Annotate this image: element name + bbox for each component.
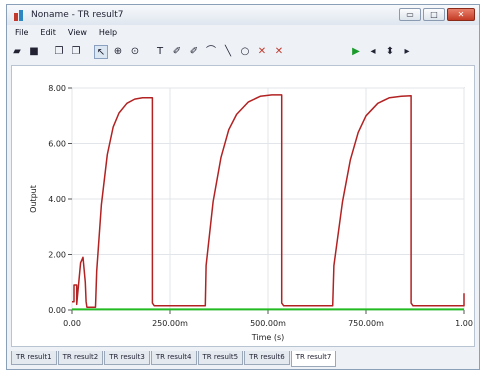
line-icon[interactable]: ╲ xyxy=(224,46,232,57)
menu-bar: File Edit View Help xyxy=(7,25,479,39)
pointer-icon[interactable]: ↖ xyxy=(94,45,108,59)
y-tick-label-1: 2.00 xyxy=(48,251,66,260)
y-tick-label-4: 8.00 xyxy=(48,84,66,93)
series-line-1 xyxy=(72,94,465,308)
chart[interactable]: 0.00 250.00m 500.00m 750.00m 1.00 0.00 2.00 4.0… xyxy=(12,66,474,346)
app-window: Noname - TR result7 ▭ □ ✕ File Edit View… xyxy=(6,4,480,370)
tab-tr-result-2[interactable]: TR result2 xyxy=(57,351,104,365)
copy-icon[interactable]: ❐ xyxy=(54,46,64,57)
y-axis-label: Output xyxy=(29,185,38,213)
run-icon[interactable]: ▶ xyxy=(352,46,360,57)
circle-icon[interactable]: ○ xyxy=(240,46,250,57)
text-tool-icon[interactable]: T xyxy=(156,46,164,57)
plot-area[interactable]: 0.00 250.00m 500.00m 750.00m 1.00 0.00 2.00 4.0… xyxy=(11,65,475,347)
tab-tr-result-7[interactable]: TR result7 xyxy=(290,351,337,367)
marker-icon[interactable]: ✐ xyxy=(172,46,182,57)
tab-tr-result-3[interactable]: TR result3 xyxy=(104,351,150,365)
menu-view[interactable]: View xyxy=(67,27,87,37)
zoom-reset-icon[interactable]: ⊙ xyxy=(130,46,140,57)
tab-tr-result-6[interactable]: TR result6 xyxy=(244,351,290,365)
menu-help[interactable]: Help xyxy=(98,27,118,37)
toolbar: ▰ ■ ❐ ❐ ↖ ⊕ ⊙ T ✐ ✐ ⌒ ╲ ○ ✕ ✕ ▶ ◂ ⬍ ▸ xyxy=(7,41,479,63)
menu-edit[interactable]: Edit xyxy=(40,27,56,37)
y-tick-label-3: 6.00 xyxy=(48,140,66,149)
x-tick-label-4: 1.00 xyxy=(455,319,473,328)
zoom-icon[interactable]: ⊕ xyxy=(113,46,123,57)
x-tick-label-2: 500.00m xyxy=(250,319,286,328)
pan-vertical-icon[interactable]: ⬍ xyxy=(385,46,395,57)
menu-file[interactable]: File xyxy=(15,27,29,37)
x-tick-label-0: 0.00 xyxy=(63,319,81,328)
maximize-button[interactable]: □ xyxy=(423,8,445,21)
x-tick-label-3: 750.00m xyxy=(348,319,384,328)
close-button[interactable]: ✕ xyxy=(447,8,475,21)
y-tick-label-2: 4.00 xyxy=(48,195,66,204)
tab-tr-result-5[interactable]: TR result5 xyxy=(197,351,244,365)
paste-icon[interactable]: ❐ xyxy=(71,46,81,57)
tab-tr-result-1[interactable]: TR result1 xyxy=(11,351,57,365)
x-axis-label: Time (s) xyxy=(251,333,285,342)
window-title: Noname - TR result7 xyxy=(31,10,124,20)
cursor-red-icon[interactable]: ✕ xyxy=(257,46,267,57)
y-tick-label-0: 0.00 xyxy=(48,306,66,315)
title-bar[interactable]: Noname - TR result7 ▭ □ ✕ xyxy=(7,5,479,25)
open-icon[interactable]: ▰ xyxy=(13,46,21,57)
save-icon[interactable]: ■ xyxy=(29,46,39,57)
cursor-red2-icon[interactable]: ✕ xyxy=(274,46,284,57)
app-icon xyxy=(13,8,27,22)
pan-left-icon[interactable]: ◂ xyxy=(370,46,376,57)
pan-right-icon[interactable]: ▸ xyxy=(404,46,410,57)
arc-icon[interactable]: ⌒ xyxy=(206,46,216,57)
marker2-icon[interactable]: ✐ xyxy=(189,46,199,57)
tab-tr-result-4[interactable]: TR result4 xyxy=(150,351,197,365)
result-tabs: TR result1 TR result2 TR result3 TR result4… xyxy=(11,351,337,367)
x-tick-label-1: 250.00m xyxy=(152,319,188,328)
minimize-button[interactable]: ▭ xyxy=(399,8,421,21)
